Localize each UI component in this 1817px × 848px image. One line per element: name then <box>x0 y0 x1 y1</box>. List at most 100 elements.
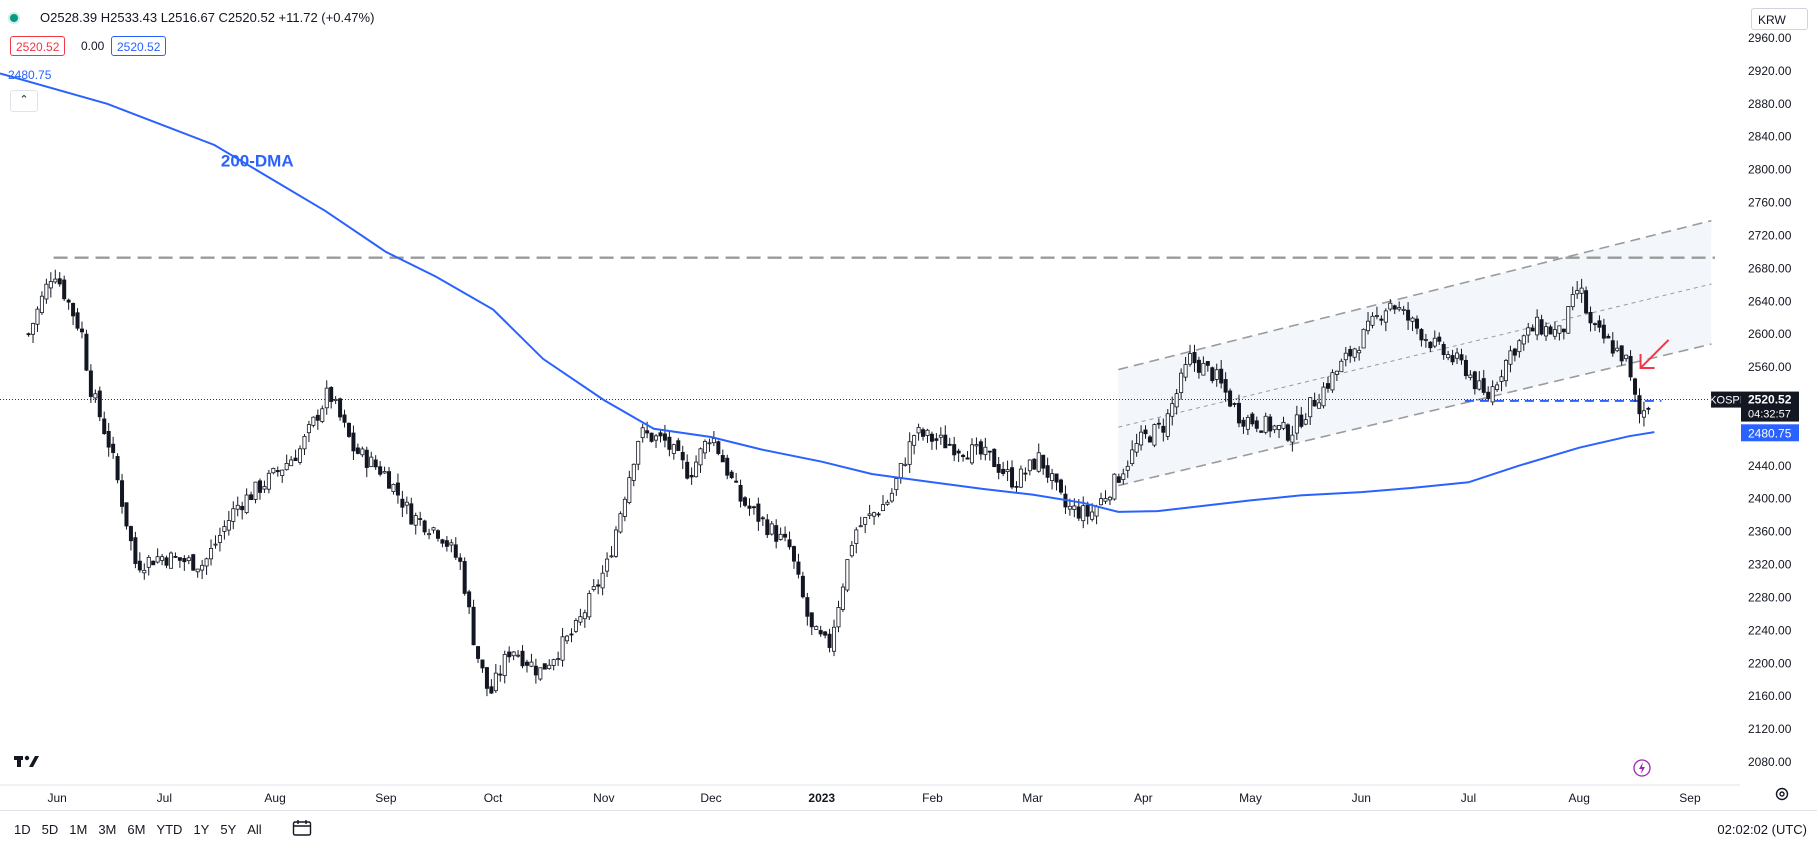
candle-body <box>1281 421 1286 429</box>
candle-body <box>1236 402 1241 424</box>
candle-body <box>987 450 992 453</box>
candle-body <box>796 561 801 575</box>
candle-body <box>1414 318 1419 329</box>
candle-body <box>66 299 71 303</box>
candle-body <box>449 542 454 546</box>
candle-body <box>200 564 205 571</box>
range-all-button[interactable]: All <box>247 822 262 837</box>
candle-body <box>249 494 254 500</box>
candle-body <box>969 444 974 464</box>
price-chart[interactable]: 200-DMA 2960.00 2920.00 2880.00 2840.00 2800… <box>0 0 1817 810</box>
candle-body <box>1361 328 1366 349</box>
bid-price-box[interactable]: 2520.52 <box>10 36 66 56</box>
candle-body <box>204 558 209 567</box>
candle-body <box>431 527 436 531</box>
tradingview-logo-icon[interactable] <box>14 752 40 773</box>
candle-body <box>1090 511 1095 520</box>
candle-body <box>484 667 489 689</box>
candle-body <box>275 470 280 473</box>
candle-body <box>649 432 654 442</box>
candle-body <box>738 484 743 502</box>
ma-200-line[interactable]: 200-DMA <box>0 72 1655 513</box>
x-tick-label: Jul <box>1461 791 1476 805</box>
candle-body <box>391 483 396 492</box>
candle-body <box>1597 320 1602 328</box>
ask-price-box[interactable]: 2520.52 <box>111 36 167 56</box>
candle-body <box>151 560 156 566</box>
candle-body <box>952 444 957 456</box>
range-3m-button[interactable]: 3M <box>98 822 117 837</box>
range-1y-button[interactable]: 1Y <box>193 822 210 837</box>
candle-body <box>62 279 67 300</box>
candle-body <box>1548 326 1553 335</box>
candle-body <box>1401 308 1406 311</box>
bottom-toolbar: 1D 5D 1M 3M 6M YTD 1Y 5Y All 02:02:02 (U… <box>0 810 1817 848</box>
range-5d-button[interactable]: 5D <box>41 822 59 837</box>
candle-body <box>1268 416 1273 432</box>
collapse-legend-button[interactable]: ⌃ <box>10 90 38 112</box>
range-1d-button[interactable]: 1D <box>14 822 31 837</box>
candle-body <box>1139 431 1144 446</box>
candle-body <box>1592 323 1597 326</box>
candle-body <box>502 654 507 677</box>
candle-body <box>1285 424 1290 441</box>
candle-body <box>1036 452 1041 472</box>
candle-body <box>1067 505 1072 510</box>
candle-body <box>1161 425 1166 433</box>
candle-body <box>240 505 245 511</box>
candle-body <box>413 515 418 526</box>
candle-body <box>872 512 877 517</box>
candle-body <box>320 408 325 422</box>
candle-body <box>222 526 227 532</box>
y-tick-label: 2640.00 <box>1748 294 1792 308</box>
candle-body <box>298 448 303 463</box>
y-tick-label: 2760.00 <box>1748 196 1792 210</box>
x-tick-label: Jun <box>47 791 66 805</box>
candle-body <box>1606 335 1611 339</box>
candle-body <box>124 502 129 527</box>
candle-body <box>978 441 983 455</box>
candle-body <box>93 393 98 399</box>
candle-body <box>155 556 160 563</box>
candle-body <box>1228 390 1233 407</box>
candle-body <box>498 673 503 676</box>
candle-body <box>800 575 805 598</box>
horizontal-lines[interactable] <box>0 256 1740 402</box>
candle-body <box>1312 399 1317 407</box>
candle-body <box>1366 320 1371 332</box>
candle-body <box>1374 315 1379 317</box>
candle-body <box>1535 316 1540 336</box>
candle-body <box>613 529 618 557</box>
range-ytd-button[interactable]: YTD <box>156 822 183 837</box>
lightning-icon[interactable] <box>1632 758 1652 778</box>
currency-selector[interactable]: KRW <box>1751 8 1808 30</box>
candle-body <box>698 448 703 466</box>
utc-clock[interactable]: 02:02:02 (UTC) <box>1717 822 1807 837</box>
annotation-arrowhead <box>1639 353 1655 369</box>
candle-body <box>387 471 392 489</box>
calendar-range-icon[interactable] <box>292 819 312 837</box>
candle-body <box>787 539 792 548</box>
range-1m-button[interactable]: 1M <box>69 822 88 837</box>
candle-body <box>1179 372 1184 394</box>
candle-body <box>809 612 814 628</box>
candle-body <box>885 501 890 505</box>
candle-body <box>44 283 49 300</box>
candle-body <box>168 552 173 569</box>
candle-body <box>1263 415 1268 433</box>
candle-body <box>1294 414 1299 434</box>
candle-body <box>943 434 948 449</box>
range-6m-button[interactable]: 6M <box>127 822 146 837</box>
range-5y-button[interactable]: 5Y <box>220 822 237 837</box>
candle-body <box>511 651 516 657</box>
candle-body <box>1601 324 1606 339</box>
candlestick-series[interactable] <box>26 269 1651 697</box>
settings-gear-icon[interactable] <box>1774 786 1790 802</box>
candle-body <box>164 557 169 566</box>
candle-body <box>1392 305 1397 310</box>
symbol-tag: KOSPI <box>1709 395 1743 407</box>
candle-body <box>596 584 601 587</box>
candle-body <box>791 546 796 562</box>
candle-body <box>1010 467 1015 488</box>
candle-body <box>1317 402 1322 409</box>
